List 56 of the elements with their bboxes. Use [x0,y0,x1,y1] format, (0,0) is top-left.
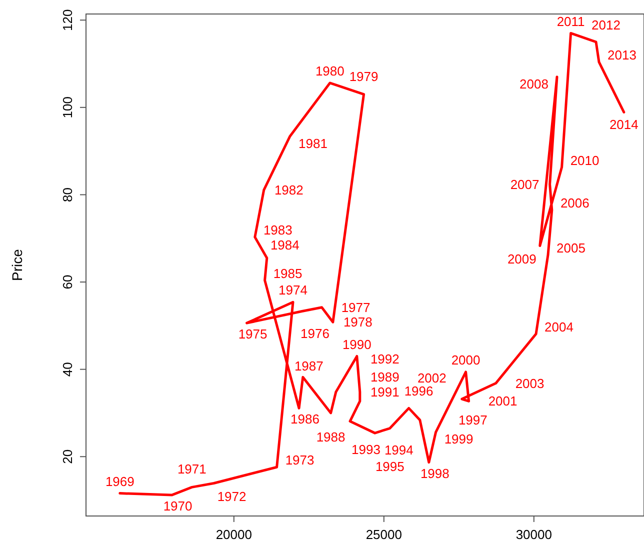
annotation: 1984 [270,238,300,253]
y-tick-label: 20 [60,449,75,464]
y-tick-label: 40 [60,362,75,377]
y-tick-label: 100 [60,96,75,118]
annotation: 2003 [515,376,544,391]
annotation: 2011 [556,14,585,29]
annotation: 1987 [294,358,324,374]
annotation: 2014 [609,116,638,132]
annotation: 1989 [370,370,400,385]
annotation: 1982 [274,182,304,198]
annotation: 1974 [278,282,308,298]
x-tick-label: 30000 [516,527,552,542]
annotation: 2000 [451,352,480,368]
annotation: 2005 [556,240,586,256]
annotation: 2001 [488,394,518,409]
y-tick-label: 60 [60,274,75,290]
annotation: 1980 [315,64,344,79]
annotation: 1991 [370,384,400,400]
annotation: 1994 [384,442,414,458]
annotation: 1975 [238,326,268,342]
annotation: 1976 [300,326,330,341]
x-tick-label: 25000 [366,527,402,542]
annotation: 1969 [105,474,134,489]
annotation: 2008 [520,76,548,92]
y-axis-title: Price [9,248,25,281]
annotation: 1995 [375,458,404,474]
annotation: 1985 [273,266,302,281]
annotation: 1973 [285,452,314,468]
annotation: 1990 [342,336,372,352]
annotation: 2012 [592,17,620,32]
annotation: 1979 [349,68,378,84]
annotation: 2007 [510,176,540,192]
annotation: 1997 [458,412,488,428]
annotation: 2010 [570,152,600,168]
y-tick-label: 80 [60,187,75,202]
annotation: 1983 [263,222,292,238]
annotation: 1972 [217,488,246,504]
y-tick-label: 120 [60,9,75,31]
annotation: 1986 [290,412,320,427]
annotation: 1998 [420,466,450,481]
annotation: 2009 [507,251,536,266]
annotation: 2006 [560,196,590,211]
annotation: 2013 [608,48,636,63]
annotation: 1988 [316,430,346,445]
annotation: 2004 [544,320,574,335]
annotation: 1977 [341,300,370,315]
x-tick-label: 20000 [216,527,252,542]
annotation: 2002 [417,370,446,386]
annotation: 1971 [177,462,206,477]
annotation: 1992 [370,352,400,367]
annotation: 1996 [404,384,434,399]
annotation: 1993 [352,442,380,457]
annotation: 1978 [343,314,372,330]
annotation: 1981 [298,136,328,151]
annotation: 1999 [444,432,474,447]
annotation: 1970 [163,498,192,514]
